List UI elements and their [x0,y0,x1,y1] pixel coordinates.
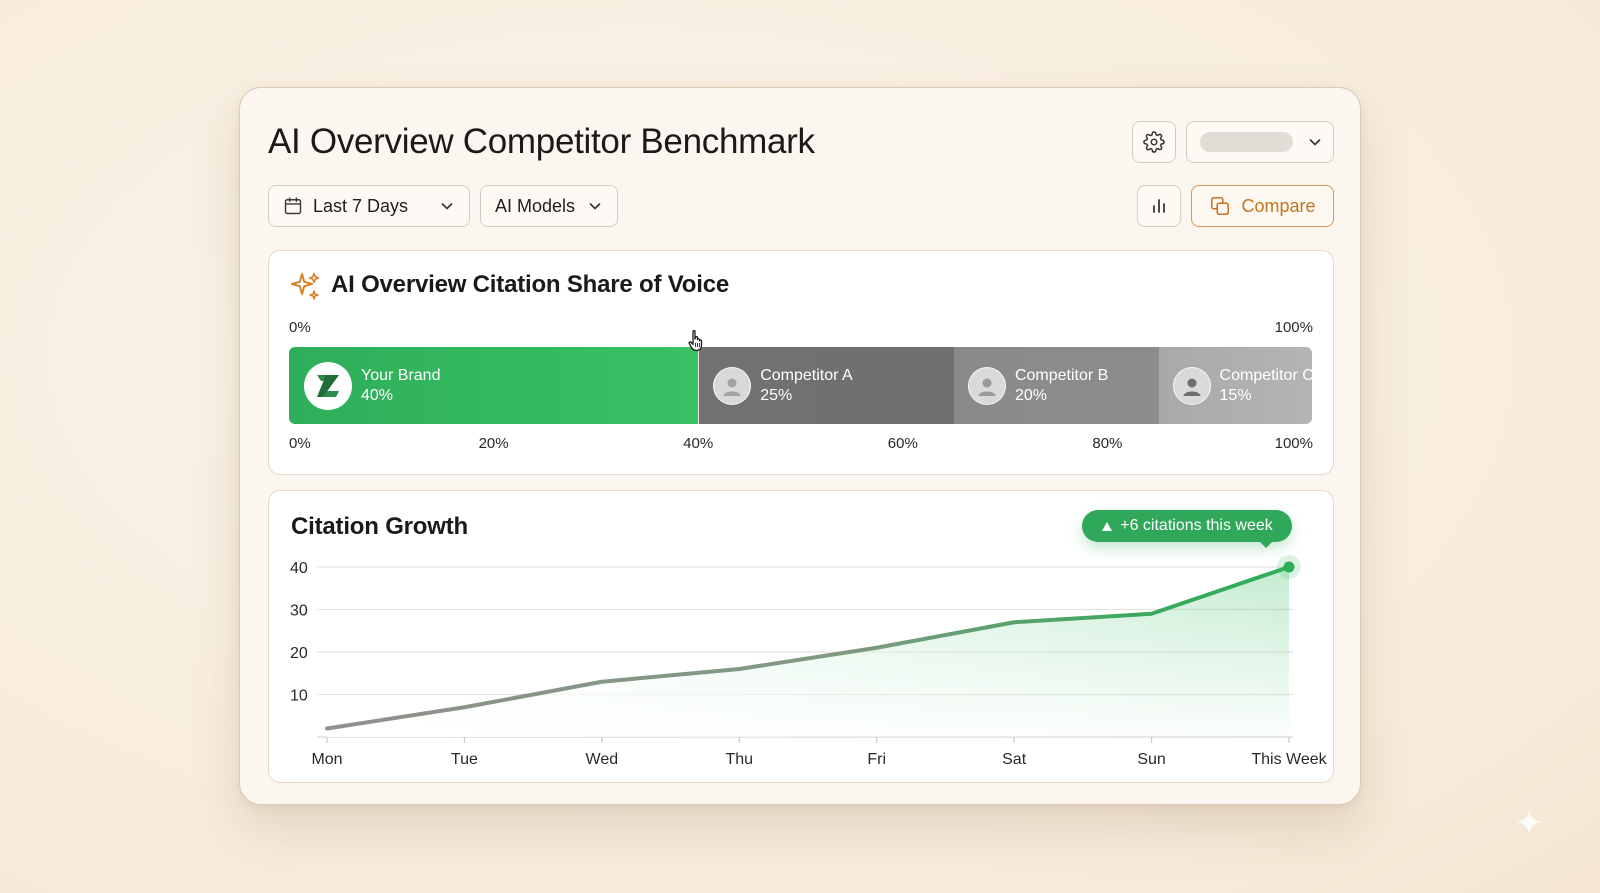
hand-cursor-icon [688,329,703,352]
sparkle-watermark-icon [1516,809,1542,835]
segment-percent: 25% [760,386,793,404]
weekly-growth-text: +6 citations this week [1120,517,1273,534]
segment-name: Competitor C [1219,366,1312,384]
avatar-icon [967,366,1006,405]
chevron-down-icon [441,203,453,210]
brand-logo [304,361,352,410]
chevron-down-icon [589,203,601,210]
y-tick-label: 40 [290,560,308,577]
benchmark-card: AI Overview Competitor Benchmark Last 7 … [239,87,1361,805]
bar-chart-icon [1153,199,1165,213]
ai-models-label: AI Models [495,195,576,216]
segment-name: Competitor B [1014,366,1109,384]
axis-tick-label: 100% [1274,435,1313,452]
segment-competitor-b[interactable]: Competitor B 20% [953,347,1159,424]
x-tick-label: Thu [725,751,753,768]
compare-button[interactable]: Compare [1191,185,1334,227]
y-tick-label: 30 [290,603,308,620]
segment-name: Competitor A [760,366,853,384]
sparkle-icon [291,272,320,300]
segment-competitor-c[interactable]: Competitor C 15% [1158,347,1312,424]
axis-tick-label: 40% [683,435,714,452]
axis-tick-label: 0% [289,435,311,452]
axis-tick-label: 60% [887,435,918,452]
share-of-voice-panel: AI Overview Citation Share of Voice 0% 1… [268,250,1334,475]
segment-your-brand[interactable]: Your Brand 40% [289,347,699,424]
share-of-voice-title: AI Overview Citation Share of Voice [331,271,730,298]
compare-label: Compare [1241,195,1316,216]
segment-percent: 15% [1219,386,1252,404]
calendar-icon [284,197,302,215]
x-tick-label: Mon [311,751,342,768]
x-tick-label: Sat [1002,751,1027,768]
settings-button[interactable] [1132,121,1176,163]
gear-icon [1143,131,1165,153]
series-line [325,565,1291,731]
avatar-icon [1172,366,1211,405]
x-tick-label: Sun [1137,751,1165,768]
y-tick-label: 10 [290,688,308,705]
segment-percent: 20% [1014,386,1047,404]
axis-tick-label: 20% [478,435,509,452]
chart-view-button[interactable] [1137,185,1181,227]
page-title: AI Overview Competitor Benchmark [268,122,815,161]
avatar-icon [713,366,752,405]
x-tick-label: Tue [451,751,478,768]
date-range-label: Last 7 Days [313,195,409,216]
chevron-down-icon [1309,139,1321,146]
citation-growth-panel: Citation Growth +6 citations this week 1… [268,490,1334,783]
profile-select[interactable] [1186,121,1334,163]
ai-models-dropdown[interactable]: AI Models [480,185,618,227]
scale-start-label: 0% [289,319,311,336]
end-point [1283,561,1295,573]
date-range-dropdown[interactable]: Last 7 Days [268,185,470,227]
scale-end-label: 100% [1274,319,1313,336]
x-tick-label: This Week [1251,751,1327,768]
y-tick-label: 20 [290,645,308,662]
weekly-growth-badge: +6 citations this week [1082,510,1292,548]
x-tick-label: Fri [867,751,886,768]
citation-growth-title: Citation Growth [291,513,468,540]
citation-growth-chart: 10 20 30 40 Mon Tue Wed Thu Fri Sat Sun This Week [290,555,1328,768]
segment-competitor-a[interactable]: Competitor A 25% [698,347,954,424]
x-tick-label: Wed [586,751,619,768]
share-of-voice-bar: Your Brand 40% Competitor A 25% Compet [289,347,1312,424]
profile-placeholder [1200,132,1293,152]
axis-tick-label: 80% [1092,435,1123,452]
compare-icon [1211,196,1230,216]
segment-name: Your Brand [361,366,441,384]
segment-percent: 40% [361,386,394,404]
triangle-up-icon [1102,521,1113,531]
area-fade [327,567,1289,737]
